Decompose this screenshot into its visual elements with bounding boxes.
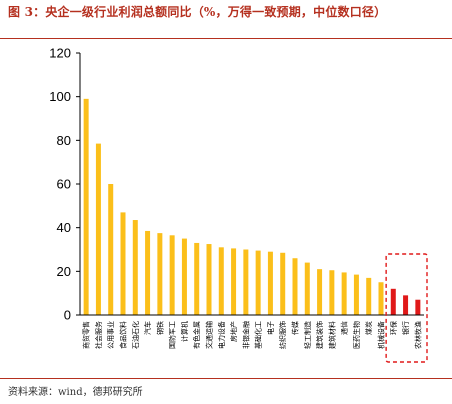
category-label: 石油石化 bbox=[131, 321, 140, 349]
category-label: 环保 bbox=[389, 321, 398, 335]
category-label: 交通运输 bbox=[205, 321, 214, 349]
category-label: 建筑装饰 bbox=[315, 321, 324, 349]
bars bbox=[83, 98, 421, 315]
bar-3 bbox=[108, 184, 114, 315]
bar-20 bbox=[317, 269, 323, 315]
category-label: 电力设备 bbox=[217, 321, 226, 349]
bar-4 bbox=[120, 212, 126, 315]
bar-13 bbox=[231, 248, 237, 315]
bar-16 bbox=[267, 251, 273, 315]
category-label: 基础化工 bbox=[254, 321, 263, 349]
bar-25 bbox=[378, 282, 384, 315]
bar-8 bbox=[169, 235, 175, 315]
category-label: 国防军工 bbox=[168, 321, 177, 349]
bar-chart: 0 20 40 60 80 100 120 商贸零售 社会服务 公用事业 食品饮料 石油石化 汽车 钢铁… bbox=[49, 46, 428, 363]
y-tick-label: 100 bbox=[49, 89, 71, 104]
category-label: 轻工制造 bbox=[303, 321, 312, 349]
bar-22 bbox=[341, 272, 347, 315]
category-label: 机械设备 bbox=[377, 321, 386, 349]
bar-19 bbox=[304, 262, 310, 315]
bar-23 bbox=[353, 274, 359, 315]
title-divider bbox=[0, 38, 452, 39]
y-tick-label: 120 bbox=[49, 46, 71, 61]
y-tick-label: 20 bbox=[57, 264, 71, 279]
category-label: 通信 bbox=[340, 321, 349, 335]
category-label: 有色金属 bbox=[192, 321, 201, 349]
bar-9 bbox=[181, 238, 187, 315]
bar-12 bbox=[218, 247, 224, 315]
category-label: 银行 bbox=[401, 321, 410, 335]
category-label: 社会服务 bbox=[94, 321, 103, 349]
y-tick-label: 80 bbox=[57, 133, 71, 148]
chart-title: 图 3：央企一级行业利润总额同比（%，万得一致预期，中位数口径） bbox=[8, 5, 387, 19]
bar-21 bbox=[329, 270, 335, 315]
category-label: 商贸零售 bbox=[82, 321, 91, 349]
bar-17 bbox=[280, 252, 286, 315]
bar-14 bbox=[243, 249, 249, 315]
category-label: 食品饮料 bbox=[119, 321, 128, 349]
bar-10 bbox=[194, 242, 200, 315]
bar-28 bbox=[415, 299, 421, 315]
category-label: 纺织服饰 bbox=[278, 321, 287, 349]
category-label: 汽车 bbox=[143, 321, 152, 335]
source-note: 资料来源：wind，德邦研究所 bbox=[8, 387, 143, 398]
category-label: 电子 bbox=[266, 321, 275, 335]
bar-27 bbox=[403, 295, 409, 315]
y-tick-label: 40 bbox=[57, 220, 71, 235]
y-tick-label: 0 bbox=[64, 308, 71, 323]
bar-24 bbox=[366, 277, 372, 315]
category-label: 传媒 bbox=[291, 321, 300, 335]
y-tick-label: 60 bbox=[57, 177, 71, 192]
bar-26 bbox=[390, 288, 396, 315]
category-labels: 商贸零售 社会服务 公用事业 食品饮料 石油石化 汽车 钢铁 国防军工 计算机 有色金属 交通运输电… bbox=[82, 253, 428, 363]
bar-2 bbox=[95, 143, 101, 315]
category-label: 煤炭 bbox=[364, 321, 373, 335]
bar-1 bbox=[83, 98, 89, 315]
bar-6 bbox=[145, 230, 151, 315]
bar-5 bbox=[132, 220, 138, 315]
category-label: 房地产 bbox=[229, 321, 238, 342]
category-label: 计算机 bbox=[180, 321, 189, 342]
bar-11 bbox=[206, 244, 212, 315]
category-label: 公用事业 bbox=[106, 321, 115, 349]
category-label: 非银金融 bbox=[241, 321, 250, 349]
category-label: 医药生物 bbox=[352, 321, 361, 349]
bar-15 bbox=[255, 250, 261, 315]
highlight-box bbox=[385, 253, 428, 363]
bar-7 bbox=[157, 233, 163, 315]
source-divider bbox=[0, 378, 452, 379]
category-label: 建筑材料 bbox=[327, 321, 336, 349]
y-axis: 0 20 40 60 80 100 120 bbox=[49, 46, 81, 323]
category-label: 农林牧渔 bbox=[413, 321, 422, 349]
category-label: 钢铁 bbox=[155, 321, 164, 335]
bar-18 bbox=[292, 258, 298, 315]
